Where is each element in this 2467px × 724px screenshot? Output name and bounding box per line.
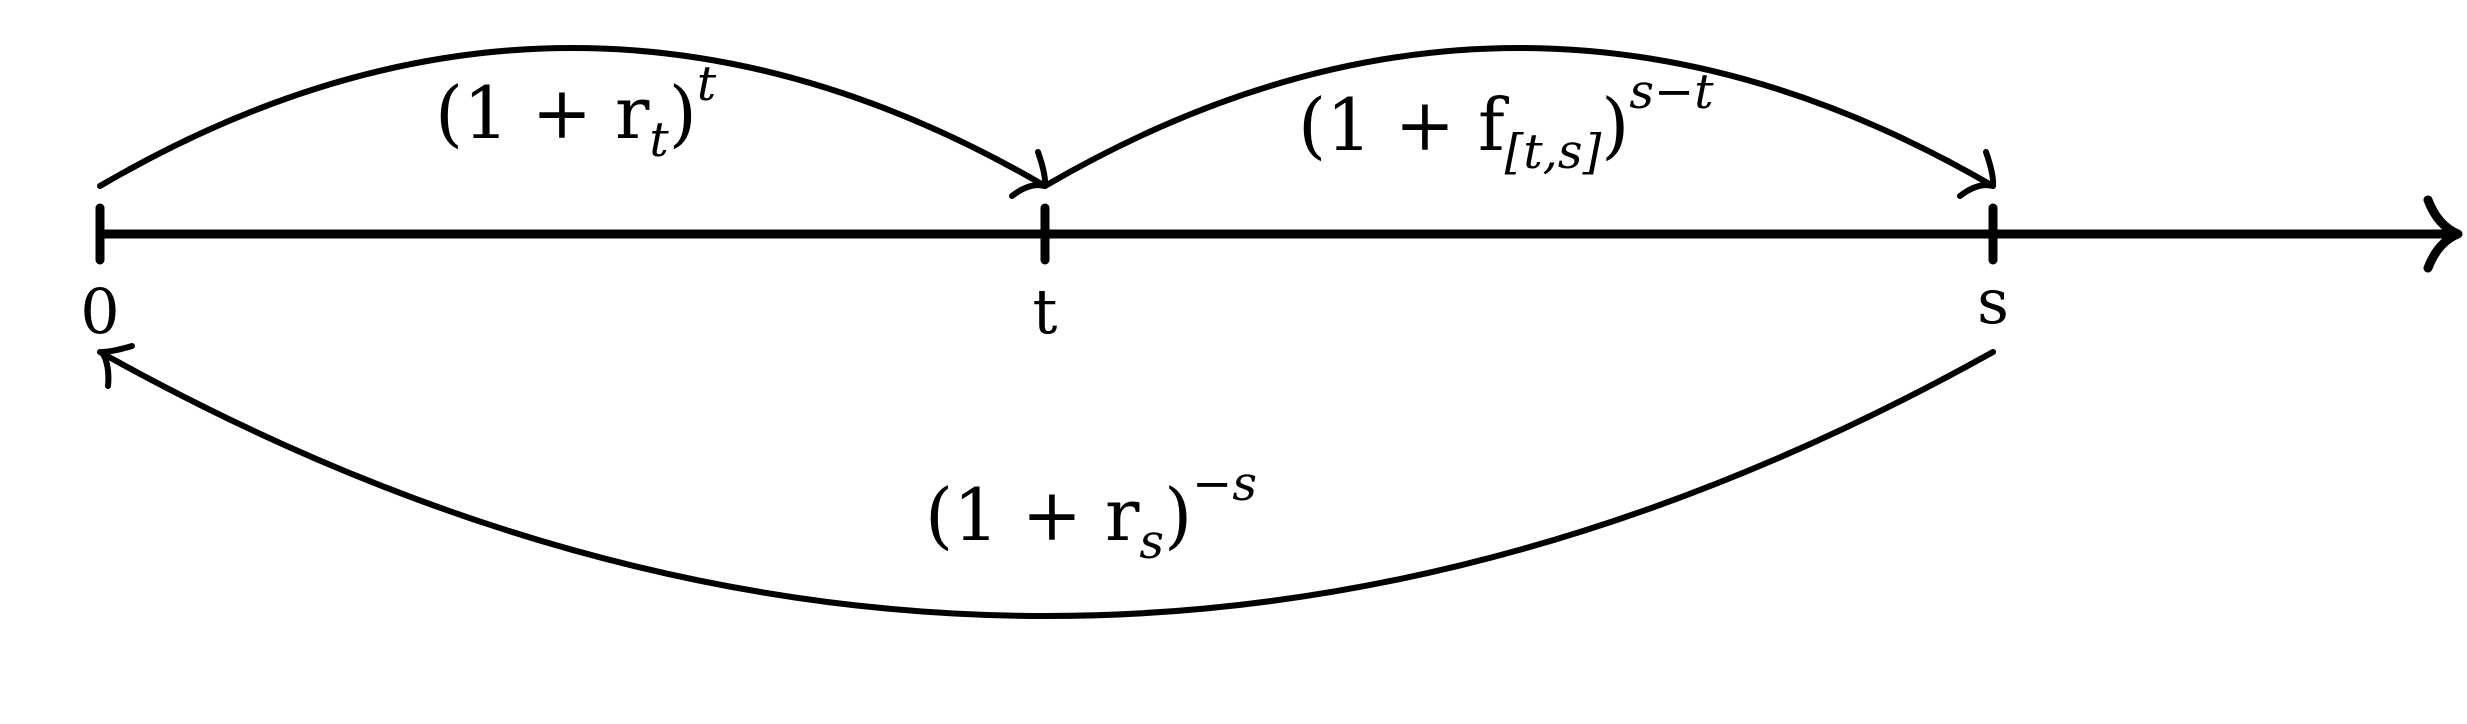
formula-forward: (1 + f[t,s])s−t (1298, 64, 1714, 180)
formula-spot-t: (1 + rt)t (435, 56, 717, 168)
svg-text:(1 + f[t,s])s−t: (1 + f[t,s])s−t (1298, 64, 1714, 180)
svg-text:(1 + rt)t: (1 + rt)t (435, 56, 717, 168)
svg-text:(1 + rs)−s: (1 + rs)−s (925, 456, 1257, 570)
tick-label-t: t (1033, 275, 1058, 348)
tick-label-0: 0 (80, 275, 119, 348)
formula-discount-s: (1 + rs)−s (925, 456, 1257, 570)
tick-label-s: s (1977, 265, 2009, 338)
